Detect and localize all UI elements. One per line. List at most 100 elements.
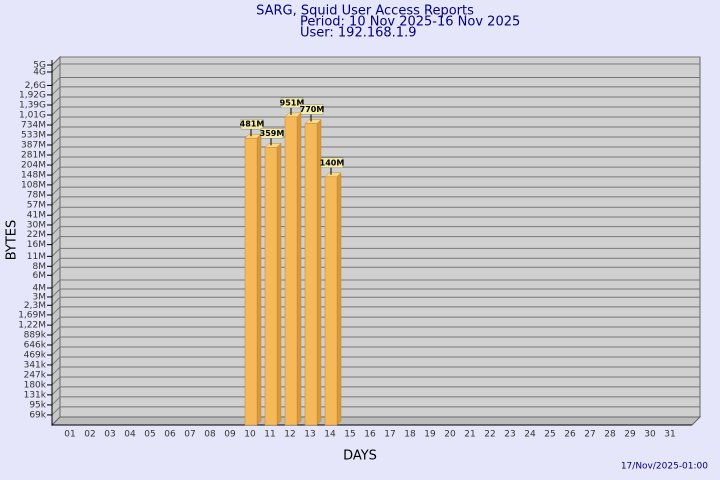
y-tick-label: 1,69M (18, 310, 46, 320)
y-tick-label: 3M (33, 292, 47, 302)
grid-line (51, 266, 61, 276)
x-tick-label: 18 (404, 430, 416, 440)
y-tick-label: 281M (21, 151, 46, 161)
floor (50, 416, 702, 426)
y-tick-label: 341k (24, 360, 47, 370)
x-tick-label: 01 (64, 430, 75, 440)
y-axis-title: BYTES (5, 220, 20, 261)
grid-line (51, 316, 61, 326)
value-label: 951M (280, 98, 305, 107)
x-tick-label: 07 (184, 430, 195, 440)
x-tick-label: 05 (144, 430, 155, 440)
grid-line (51, 236, 61, 245)
x-tick-label: 09 (224, 430, 236, 440)
grid-line (51, 216, 61, 226)
y-tick-label: 69k (29, 410, 46, 420)
y-tick-label: 148M (21, 171, 46, 181)
title: SARG, Squid User Access Reports (256, 4, 474, 19)
grid-line (51, 406, 61, 416)
y-tick-label: 57M (27, 200, 46, 210)
user: User: 192.168.1.9 (300, 26, 416, 41)
value-label: 140M (320, 158, 345, 167)
x-tick-label: 11 (264, 430, 275, 440)
y-tick-label: 387M (21, 141, 46, 151)
grid-line (51, 386, 61, 396)
grid-line (51, 396, 61, 406)
grid-line (51, 116, 61, 126)
bar-side (276, 142, 282, 426)
x-tick-label: 27 (584, 430, 595, 440)
grid-line (51, 176, 61, 186)
y-tick-label: 8M (33, 262, 47, 272)
y-tick-label: 180k (24, 380, 47, 390)
x-tick-label: 08 (204, 430, 216, 440)
grid-line (51, 296, 61, 306)
y-tick-label: 1,92G (19, 90, 46, 100)
x-tick-label: 23 (504, 430, 515, 440)
grid-line (51, 77, 61, 86)
bar (324, 176, 338, 426)
grid-line (51, 376, 61, 386)
grid-line (51, 56, 61, 66)
grid-line (51, 156, 61, 166)
y-tick-label: 108M (21, 180, 46, 190)
y-tick-label: 889k (24, 331, 47, 341)
x-tick-label: 13 (304, 430, 315, 440)
grid-line (51, 196, 61, 206)
grid-line (51, 96, 61, 106)
y-tick-label: 247k (24, 371, 47, 381)
value-label-box (260, 128, 284, 139)
value-label-box (320, 157, 344, 169)
period: Period: 10 Nov 2025-16 Nov 2025 (300, 15, 520, 30)
y-tick-label: 4G (33, 67, 46, 77)
grid-line (51, 86, 61, 96)
x-tick-label: 12 (284, 430, 295, 440)
y-tick-label: 1,22M (18, 321, 46, 331)
grid-line (51, 306, 61, 316)
value-label-box (300, 104, 324, 115)
bar (304, 123, 318, 426)
value-label: 770M (300, 105, 325, 114)
x-tick-label: 02 (84, 430, 95, 440)
y-tick-label: 533M (21, 131, 46, 141)
y-tick-label: 6M (33, 271, 47, 281)
y-tick-label: 1,39G (19, 101, 46, 111)
y-tick-label: 11M (27, 252, 46, 262)
x-tick-label: 31 (664, 430, 675, 440)
grid-line (51, 336, 61, 346)
grid-line (51, 146, 61, 156)
grid-line (51, 346, 61, 356)
x-tick-label: 29 (624, 430, 636, 440)
x-tick-label: 15 (344, 430, 355, 440)
x-tick-label: 14 (324, 430, 336, 440)
y-tick-label: 469k (24, 351, 47, 361)
y-tick-label: 41M (27, 211, 46, 221)
x-tick-label: 22 (484, 430, 495, 440)
grid-line (51, 63, 61, 73)
x-tick-label: 19 (424, 430, 436, 440)
y-tick-label: 1,01G (19, 111, 46, 121)
x-tick-label: 28 (604, 430, 616, 440)
y-tick-label: 16M (27, 240, 46, 250)
grid-line (51, 279, 61, 289)
x-axis-title: DAYS (343, 449, 377, 464)
value-label: 481M (240, 120, 265, 129)
y-tick-label: 2,3M (24, 301, 46, 311)
y-tick-label: 78M (27, 191, 46, 201)
grid-line (51, 126, 61, 136)
grid-line (51, 356, 61, 366)
grid-line (51, 136, 61, 146)
x-tick-label: 26 (564, 430, 576, 440)
bar-side (336, 172, 342, 426)
y-tick-label: 2,6G (25, 81, 46, 91)
grid-line (51, 226, 61, 236)
bar (244, 137, 258, 426)
grid-line (51, 186, 61, 196)
y-tick-label: 4M (33, 283, 47, 293)
y-tick-label: 95k (29, 400, 46, 410)
grid-line (51, 247, 61, 257)
x-tick-label: 16 (364, 430, 376, 440)
y-tick-label: 646k (24, 340, 47, 350)
grid-line (51, 257, 61, 267)
